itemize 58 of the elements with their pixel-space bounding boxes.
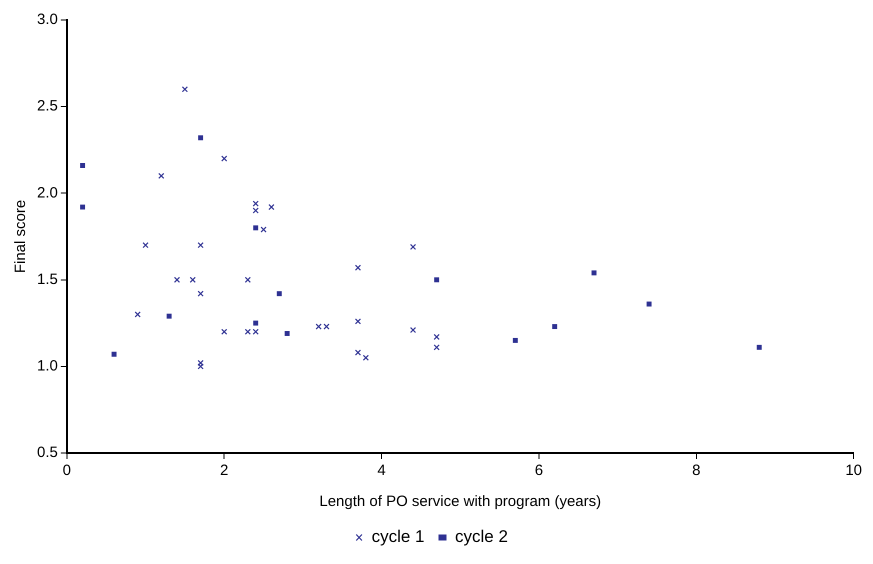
point (512, 338, 518, 343)
point (276, 291, 282, 296)
point (80, 204, 86, 210)
point (253, 225, 258, 230)
x-tick-label: 0 (62, 462, 72, 480)
point (354, 349, 362, 356)
y-tick-label: 1.0 (36, 358, 58, 375)
point (253, 320, 258, 326)
point (198, 290, 204, 297)
point (284, 331, 290, 336)
point (260, 226, 267, 233)
point (112, 352, 117, 357)
y-tick-label: 0.5 (36, 444, 58, 462)
point (316, 323, 322, 330)
point (80, 163, 86, 168)
point (592, 270, 596, 276)
point (166, 314, 172, 319)
x-tick-label: 6 (534, 462, 544, 480)
point (198, 242, 204, 248)
point (434, 344, 440, 350)
y-tick-label: 2.0 (36, 184, 58, 202)
point (174, 276, 180, 283)
point (134, 311, 141, 318)
point (552, 324, 558, 330)
point (198, 135, 204, 140)
legend-label: cycle 2 (455, 527, 508, 546)
y-tick-label: 1.5 (36, 270, 58, 288)
y-tick-label: 3.0 (36, 11, 58, 28)
point (268, 204, 274, 210)
point (362, 354, 369, 361)
x-tick-label: 8 (692, 462, 700, 480)
point (252, 328, 259, 335)
point (434, 334, 440, 340)
x-tick-label: 10 (845, 462, 862, 480)
point (410, 244, 416, 250)
point (323, 323, 330, 330)
point (158, 172, 164, 179)
point (354, 318, 362, 324)
point (646, 302, 652, 307)
point (221, 328, 228, 335)
point (182, 86, 188, 92)
y-tick-label: 2.5 (36, 98, 58, 115)
point (190, 276, 196, 283)
x-axis-title: Length of PO service with program (years) (319, 493, 602, 510)
point (410, 326, 416, 334)
point (434, 277, 440, 282)
x-tick-label: 2 (220, 462, 228, 480)
point (244, 276, 251, 283)
point (244, 328, 251, 335)
x-tick-label: 4 (377, 462, 386, 480)
point (142, 242, 149, 248)
legend-label: cycle 1 (372, 527, 425, 546)
point (756, 344, 762, 350)
point (221, 155, 228, 162)
y-axis-title: Final score (12, 200, 30, 274)
point (354, 264, 362, 271)
point (198, 363, 204, 370)
point (198, 360, 204, 366)
